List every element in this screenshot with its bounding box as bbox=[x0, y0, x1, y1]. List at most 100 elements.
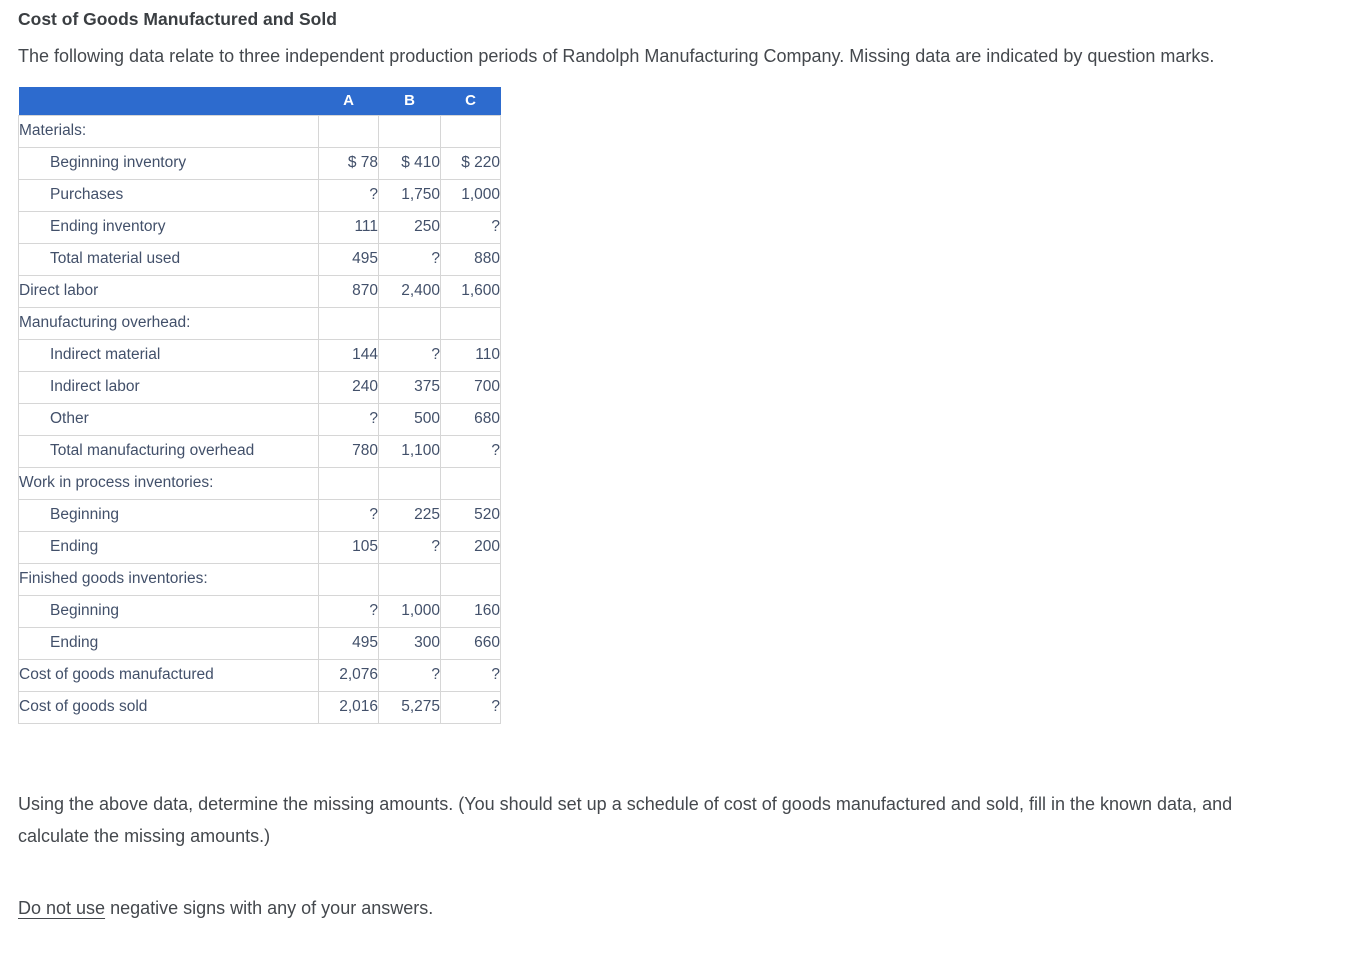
cell-c: ? bbox=[440, 210, 501, 244]
table-row: Beginning? 225 520 bbox=[18, 498, 501, 532]
cell-b: 225 bbox=[378, 498, 441, 532]
cell-a: $ 78 bbox=[318, 146, 379, 180]
note-paragraph: Do not use negative signs with any of yo… bbox=[18, 896, 1346, 920]
cell-b: 1,100 bbox=[378, 434, 441, 468]
table-row: Total material used 495? 880 bbox=[18, 242, 501, 276]
page-title: Cost of Goods Manufactured and Sold bbox=[18, 9, 337, 29]
row-label: Other bbox=[18, 402, 319, 436]
intro-paragraph: The following data relate to three indep… bbox=[18, 46, 1215, 66]
cell-c: 520 bbox=[440, 498, 501, 532]
cell-c: ? bbox=[440, 658, 501, 692]
row-label: Beginning bbox=[18, 498, 319, 532]
table-row: Beginning inventory $ 78 $ 410 $ 220 bbox=[18, 146, 501, 180]
table-row: Work in process inventories: bbox=[18, 466, 501, 500]
cell-b: 300 bbox=[378, 626, 441, 660]
table-row: Manufacturing overhead: bbox=[18, 306, 501, 340]
cell-c: 660 bbox=[440, 626, 501, 660]
cell-c: 200 bbox=[440, 530, 501, 564]
cell-c: ? bbox=[440, 434, 501, 468]
cell-a: 2,076 bbox=[318, 658, 379, 692]
row-label: Cost of goods manufactured bbox=[18, 658, 319, 692]
row-label: Indirect labor bbox=[18, 370, 319, 404]
cell-c: 1,600 bbox=[440, 274, 501, 308]
row-label: Total manufacturing overhead bbox=[18, 434, 319, 468]
table-header-row: A B C bbox=[18, 87, 501, 115]
cell-b: 5,275 bbox=[378, 690, 441, 724]
cell-b bbox=[378, 562, 441, 596]
column-header-a: A bbox=[318, 87, 379, 115]
cell-b: $ 410 bbox=[378, 146, 441, 180]
table-row: Direct labor 870 2,400 1,600 bbox=[18, 274, 501, 308]
cell-a: 105 bbox=[318, 530, 379, 564]
cell-c bbox=[440, 466, 501, 500]
table-row: Indirect material 144? 110 bbox=[18, 338, 501, 372]
cell-c: 160 bbox=[440, 594, 501, 628]
cell-a: ? bbox=[318, 594, 379, 628]
table-row: Ending inventory 111 250? bbox=[18, 210, 501, 244]
cell-b: 1,750 bbox=[378, 178, 441, 212]
table-row: Ending 105? 200 bbox=[18, 530, 501, 564]
cell-c bbox=[440, 562, 501, 596]
cell-a: 2,016 bbox=[318, 690, 379, 724]
row-label: Ending inventory bbox=[18, 210, 319, 244]
row-label: Finished goods inventories: bbox=[18, 562, 319, 596]
row-label: Beginning inventory bbox=[18, 146, 319, 180]
row-label: Total material used bbox=[18, 242, 319, 276]
cell-b: 500 bbox=[378, 402, 441, 436]
table-row: Purchases? 1,750 1,000 bbox=[18, 178, 501, 212]
cell-c bbox=[440, 306, 501, 340]
cell-a: 780 bbox=[318, 434, 379, 468]
column-header-c: C bbox=[440, 87, 501, 115]
cell-b: ? bbox=[378, 242, 441, 276]
cell-a: 111 bbox=[318, 210, 379, 244]
cell-c: 1,000 bbox=[440, 178, 501, 212]
row-label: Ending bbox=[18, 626, 319, 660]
row-label: Ending bbox=[18, 530, 319, 564]
cell-b bbox=[378, 466, 441, 500]
row-label: Beginning bbox=[18, 594, 319, 628]
cell-a: ? bbox=[318, 402, 379, 436]
cell-a bbox=[318, 114, 379, 148]
table-row: Cost of goods sold 2,016 5,275? bbox=[18, 690, 501, 724]
row-label: Purchases bbox=[18, 178, 319, 212]
cell-c: $ 220 bbox=[440, 146, 501, 180]
column-header-b: B bbox=[378, 87, 441, 115]
cell-c: 680 bbox=[440, 402, 501, 436]
cost-of-goods-table: A B C Materials: Beginning inventory $ 78 $… bbox=[18, 87, 501, 724]
note-underlined-text: Do not use bbox=[18, 897, 106, 918]
table-row: Other? 500 680 bbox=[18, 402, 501, 436]
cell-a bbox=[318, 466, 379, 500]
cell-a: 495 bbox=[318, 242, 379, 276]
cell-b: 2,400 bbox=[378, 274, 441, 308]
cell-b: ? bbox=[378, 338, 441, 372]
cell-b: ? bbox=[378, 658, 441, 692]
cell-a bbox=[318, 306, 379, 340]
cell-b: 375 bbox=[378, 370, 441, 404]
cell-b bbox=[378, 114, 441, 148]
cell-b: ? bbox=[378, 530, 441, 564]
row-label: Materials: bbox=[18, 114, 319, 148]
table-row: Finished goods inventories: bbox=[18, 562, 501, 596]
cell-a: ? bbox=[318, 498, 379, 532]
table-row: Ending 495 300 660 bbox=[18, 626, 501, 660]
instructions-paragraph: Using the above data, determine the miss… bbox=[18, 793, 1233, 846]
cell-a: 144 bbox=[318, 338, 379, 372]
row-label: Indirect material bbox=[18, 338, 319, 372]
row-label: Manufacturing overhead: bbox=[18, 306, 319, 340]
cell-c: ? bbox=[440, 690, 501, 724]
cell-a: 495 bbox=[318, 626, 379, 660]
table-row: Beginning? 1,000 160 bbox=[18, 594, 501, 628]
table-row: Total manufacturing overhead 780 1,100? bbox=[18, 434, 501, 468]
table-row: Cost of goods manufactured 2,076?? bbox=[18, 658, 501, 692]
cell-a bbox=[318, 562, 379, 596]
cell-c bbox=[440, 114, 501, 148]
cell-a: 240 bbox=[318, 370, 379, 404]
cell-c: 880 bbox=[440, 242, 501, 276]
note-rest-text: negative signs with any of your answers. bbox=[105, 897, 434, 918]
row-label: Work in process inventories: bbox=[18, 466, 319, 500]
row-label: Direct labor bbox=[18, 274, 319, 308]
cell-c: 110 bbox=[440, 338, 501, 372]
cell-b bbox=[378, 306, 441, 340]
table-row: Materials: bbox=[18, 114, 501, 148]
cell-b: 1,000 bbox=[378, 594, 441, 628]
